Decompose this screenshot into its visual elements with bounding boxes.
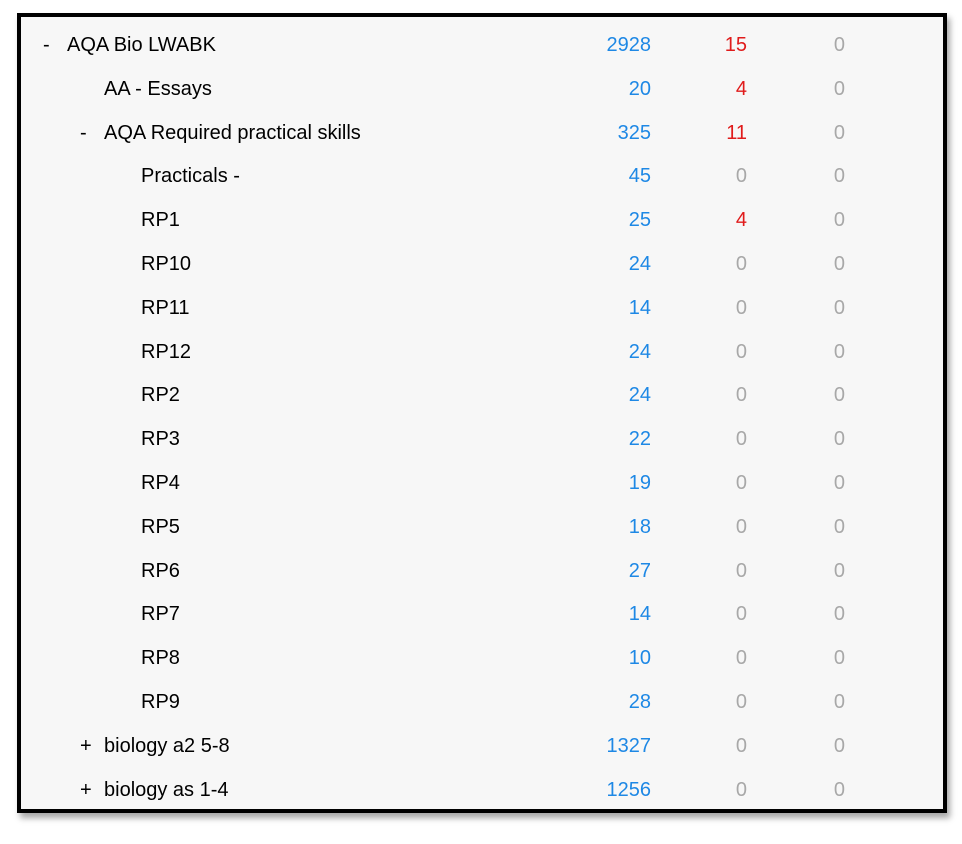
- deck-list-panel: - AQA Bio LWABK 2928 15 0 AA - Essays 20 4 0- AQA…: [17, 13, 947, 813]
- deck-name-link[interactable]: RP11: [141, 296, 190, 319]
- deck-name-link[interactable]: biology as 1-4: [104, 778, 229, 801]
- collapse-toggle[interactable]: -: [80, 121, 87, 144]
- due-count: 0: [833, 34, 845, 56]
- learn-count: 0: [735, 515, 747, 538]
- new-count: 20: [628, 77, 651, 100]
- due-count: 0: [833, 296, 845, 319]
- deck-row[interactable]: + biology as 1-4 1256 0 0: [21, 768, 943, 812]
- new-count: 14: [628, 296, 651, 319]
- deck-row[interactable]: RP11 14 0 0: [21, 286, 943, 330]
- learn-count: 4: [735, 77, 747, 100]
- new-count: 10: [628, 647, 651, 670]
- deck-name-link[interactable]: AQA Bio LWABK: [67, 34, 216, 56]
- deck-row[interactable]: RP5 18 0 0: [21, 505, 943, 549]
- deck-row[interactable]: RP4 19 0 0: [21, 461, 943, 505]
- deck-row[interactable]: - AQA Bio LWABK 2928 15 0: [21, 23, 943, 67]
- due-count: 0: [833, 691, 845, 713]
- deck-name-link[interactable]: RP10: [141, 253, 192, 275]
- learn-count: 0: [735, 559, 747, 582]
- deck-row[interactable]: RP7 14 0 0: [21, 592, 943, 636]
- learn-count: 0: [735, 428, 747, 451]
- due-count: 0: [833, 165, 845, 188]
- deck-row[interactable]: + biology a2 5-8 1327 0 0: [21, 724, 943, 768]
- deck-name-link[interactable]: RP3: [141, 428, 180, 451]
- deck-name-link[interactable]: Practicals -: [141, 165, 240, 188]
- due-count: 0: [833, 121, 845, 144]
- due-count: 0: [833, 472, 845, 494]
- deck-name-link[interactable]: AA - Essays: [104, 77, 212, 100]
- learn-count: 0: [735, 296, 747, 319]
- learn-count: 0: [735, 472, 747, 494]
- due-count: 0: [833, 209, 845, 232]
- due-count: 0: [833, 77, 845, 100]
- new-count: 45: [628, 165, 651, 188]
- deck-row[interactable]: RP8 10 0 0: [21, 636, 943, 680]
- learn-count: 0: [735, 778, 747, 801]
- deck-row[interactable]: RP12 24 0 0: [21, 330, 943, 374]
- deck-row[interactable]: RP3 22 0 0: [21, 417, 943, 461]
- learn-count: 15: [724, 34, 747, 56]
- learn-count: 0: [735, 253, 747, 275]
- due-count: 0: [833, 428, 845, 451]
- new-count: 25: [628, 209, 651, 232]
- new-count: 27: [628, 559, 651, 582]
- deck-name-link[interactable]: RP9: [141, 691, 180, 713]
- deck-name-link[interactable]: RP4: [141, 472, 180, 494]
- new-count: 28: [628, 691, 651, 713]
- learn-count: 0: [735, 647, 747, 670]
- deck-name-link[interactable]: RP8: [141, 647, 180, 670]
- learn-count: 0: [735, 340, 747, 363]
- deck-name-link[interactable]: RP2: [141, 384, 180, 407]
- new-count: 24: [628, 384, 651, 407]
- deck-name-link[interactable]: RP12: [141, 340, 192, 363]
- due-count: 0: [833, 515, 845, 538]
- expand-toggle[interactable]: +: [80, 778, 92, 801]
- due-count: 0: [833, 647, 845, 670]
- learn-count: 0: [735, 691, 747, 713]
- deck-name-link[interactable]: RP6: [141, 559, 180, 582]
- learn-count: 0: [735, 384, 747, 407]
- due-count: 0: [833, 603, 845, 626]
- deck-name-link[interactable]: biology a2 5-8: [104, 734, 230, 757]
- deck-row[interactable]: AA - Essays 20 4 0: [21, 67, 943, 111]
- due-count: 0: [833, 778, 845, 801]
- deck-name-link[interactable]: RP7: [141, 603, 180, 626]
- learn-count: 4: [735, 209, 747, 232]
- new-count: 19: [628, 472, 651, 494]
- deck-row[interactable]: RP1 25 4 0: [21, 198, 943, 242]
- new-count: 22: [628, 428, 651, 451]
- due-count: 0: [833, 253, 845, 275]
- learn-count: 11: [726, 121, 747, 144]
- expand-toggle[interactable]: +: [80, 734, 92, 757]
- new-count: 24: [628, 253, 651, 275]
- deck-name-link[interactable]: AQA Required practical skills: [104, 121, 361, 144]
- deck-row[interactable]: RP2 24 0 0: [21, 373, 943, 417]
- deck-name-link[interactable]: RP1: [141, 209, 180, 232]
- due-count: 0: [833, 384, 845, 407]
- learn-count: 0: [735, 165, 747, 188]
- new-count: 18: [628, 515, 651, 538]
- deck-row[interactable]: RP10 24 0 0: [21, 242, 943, 286]
- deck-name-link[interactable]: RP5: [141, 515, 180, 538]
- due-count: 0: [833, 734, 845, 757]
- deck-row[interactable]: RP9 28 0 0: [21, 680, 943, 724]
- deck-row[interactable]: Practicals - 45 0 0: [21, 154, 943, 198]
- new-count: 24: [628, 340, 651, 363]
- due-count: 0: [833, 340, 845, 363]
- collapse-toggle[interactable]: -: [43, 34, 50, 56]
- new-count: 14: [628, 603, 651, 626]
- learn-count: 0: [735, 603, 747, 626]
- deck-row[interactable]: RP6 27 0 0: [21, 549, 943, 593]
- due-count: 0: [833, 559, 845, 582]
- new-count: 1327: [606, 734, 652, 757]
- deck-row[interactable]: - AQA Required practical skills 325 11 0: [21, 111, 943, 155]
- learn-count: 0: [735, 734, 747, 757]
- new-count: 2928: [606, 34, 652, 56]
- new-count: 1256: [606, 778, 652, 801]
- new-count: 325: [617, 121, 651, 144]
